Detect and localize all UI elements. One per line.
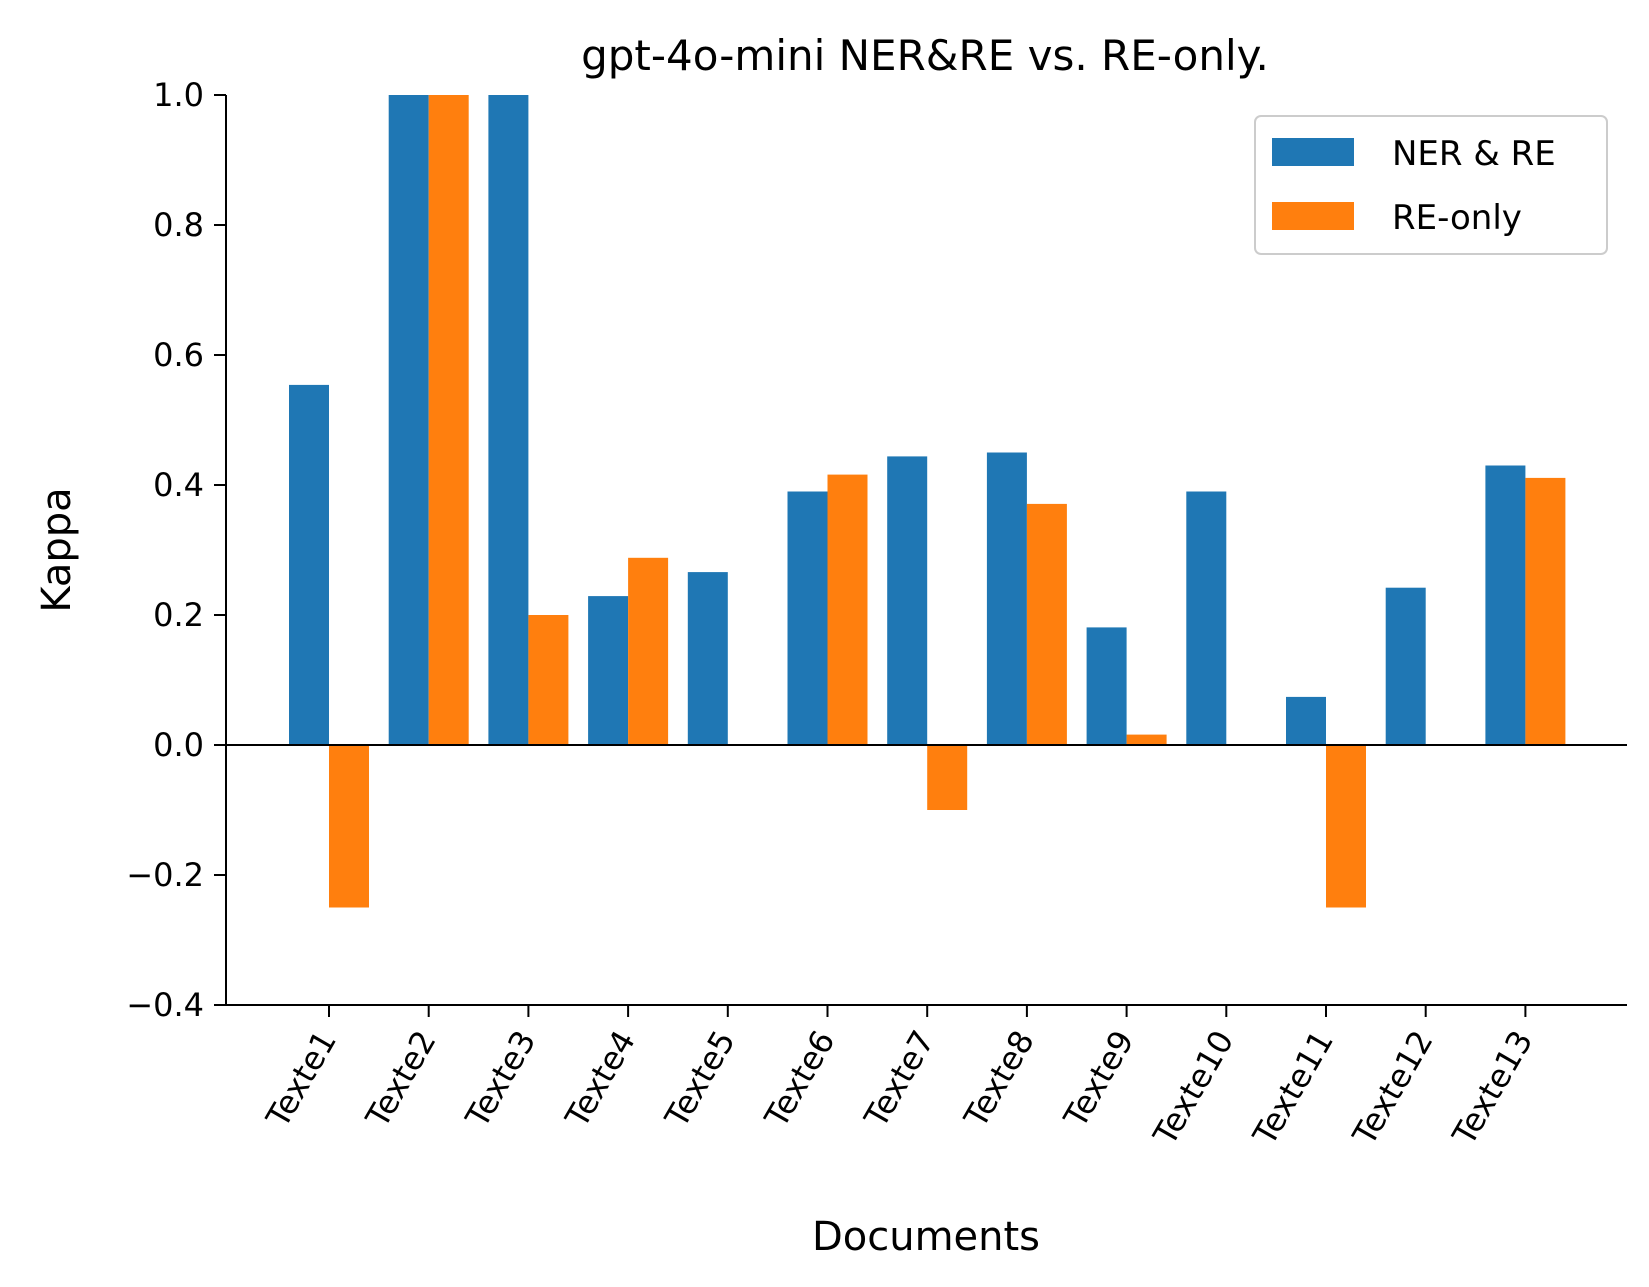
y-tick-label: −0.2 xyxy=(126,856,204,894)
bar-ner-re-texte4 xyxy=(588,596,629,745)
bar-ner-re-texte2 xyxy=(388,95,429,745)
bar-ner-re-texte6 xyxy=(787,491,828,745)
x-tick-label-texte1: Texte1 xyxy=(258,1024,344,1135)
x-tick-label-texte12: Texte12 xyxy=(1345,1024,1441,1152)
bar-re-only-texte8 xyxy=(1026,503,1067,745)
y-axis-label: Kappa xyxy=(34,487,80,612)
bar-re-only-texte3 xyxy=(528,615,569,745)
bar-re-only-texte13 xyxy=(1525,477,1566,745)
legend-label-ner-re: NER & RE xyxy=(1392,134,1556,174)
legend: NER & RE RE-only xyxy=(1254,115,1608,255)
bar-ner-re-texte13 xyxy=(1485,465,1526,745)
bar-ner-re-texte1 xyxy=(289,384,329,745)
bar-ner-re-texte5 xyxy=(687,572,728,745)
bar-ner-re-texte3 xyxy=(488,95,529,745)
y-tick-label: 0.0 xyxy=(153,726,204,764)
bar-re-only-texte2 xyxy=(428,95,469,745)
x-tick-label-texte13: Texte13 xyxy=(1444,1024,1540,1152)
x-tick-label-texte2: Texte2 xyxy=(358,1024,444,1135)
x-tick-label-texte10: Texte10 xyxy=(1145,1024,1241,1152)
legend-swatch-ner-re xyxy=(1272,138,1354,166)
bar-re-only-texte7 xyxy=(927,745,968,810)
bar-ner-re-texte9 xyxy=(1086,627,1127,745)
bar-ner-re-texte10 xyxy=(1186,491,1227,745)
x-axis-label: Documents xyxy=(812,1214,1040,1260)
y-tick-label: 0.6 xyxy=(153,336,204,374)
bar-ner-re-texte8 xyxy=(986,452,1027,745)
bar-ner-re-texte7 xyxy=(887,456,928,745)
y-tick-label: −0.4 xyxy=(126,986,204,1024)
x-ticks: Texte1 Texte2 Texte3 Texte4 Texte5 Texte6 Text… xyxy=(258,1005,1540,1152)
x-tick-label-texte4: Texte4 xyxy=(557,1024,643,1135)
bar-re-only-texte4 xyxy=(628,557,669,745)
bars-layer xyxy=(289,95,1566,908)
x-tick-label-texte5: Texte5 xyxy=(657,1024,743,1135)
chart-title: gpt-4o-mini NER&RE vs. RE-only. xyxy=(581,31,1269,80)
x-tick-label-texte9: Texte9 xyxy=(1056,1024,1142,1135)
bar-re-only-texte1 xyxy=(329,745,369,908)
bar-ner-re-texte12 xyxy=(1385,587,1426,745)
y-tick-label: 0.4 xyxy=(153,466,204,504)
legend-label-re-only: RE-only xyxy=(1392,198,1522,238)
bar-re-only-texte11 xyxy=(1326,745,1366,908)
legend-swatch-re-only xyxy=(1272,202,1354,230)
x-tick-label-texte7: Texte7 xyxy=(856,1024,942,1135)
x-tick-label-texte11: Texte11 xyxy=(1245,1024,1341,1152)
bar-re-only-texte9 xyxy=(1126,734,1167,745)
y-tick-label: 1.0 xyxy=(153,76,204,114)
x-tick-label-texte3: Texte3 xyxy=(458,1024,544,1135)
y-ticks: −0.4 −0.2 0.0 0.2 0.4 0.6 0.8 1.0 xyxy=(126,76,226,1024)
bar-ner-re-texte11 xyxy=(1286,696,1326,745)
y-tick-label: 0.8 xyxy=(153,206,204,244)
bar-re-only-texte6 xyxy=(827,474,868,745)
x-tick-label-texte6: Texte6 xyxy=(757,1024,843,1135)
x-tick-label-texte8: Texte8 xyxy=(956,1024,1042,1135)
y-tick-label: 0.2 xyxy=(153,596,204,634)
